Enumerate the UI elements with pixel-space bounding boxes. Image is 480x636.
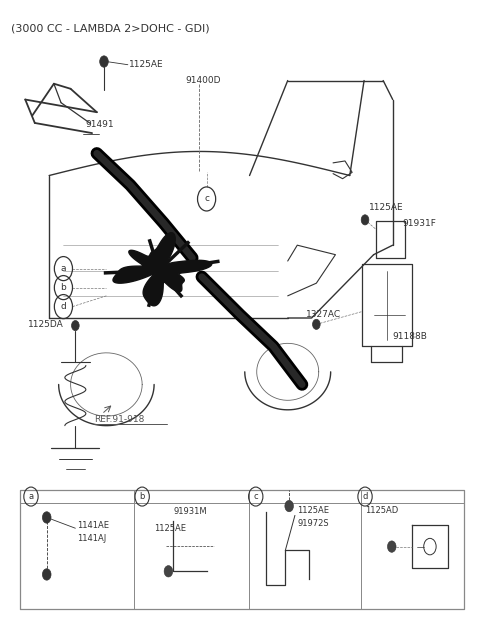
Text: 1125AD: 1125AD [365, 506, 398, 515]
Circle shape [100, 56, 108, 67]
Circle shape [72, 321, 79, 331]
Circle shape [361, 215, 369, 225]
Text: c: c [204, 195, 209, 204]
Text: a: a [28, 492, 34, 501]
Circle shape [285, 501, 293, 512]
Text: 1327AC: 1327AC [306, 310, 341, 319]
Text: 91188B: 91188B [393, 333, 428, 342]
Circle shape [42, 569, 51, 580]
Text: 1125AE: 1125AE [154, 523, 186, 533]
Text: 91491: 91491 [85, 120, 114, 129]
Text: 1125AE: 1125AE [297, 506, 329, 515]
Text: 1141AJ: 1141AJ [77, 534, 106, 543]
Text: 91931F: 91931F [402, 219, 436, 228]
Text: b: b [140, 492, 145, 501]
Text: 1125DA: 1125DA [28, 320, 63, 329]
Text: d: d [362, 492, 368, 501]
Text: 1125AE: 1125AE [129, 60, 164, 69]
Text: REF.91-918: REF.91-918 [95, 415, 145, 424]
Text: 91400D: 91400D [185, 76, 221, 85]
Text: 91972S: 91972S [297, 519, 329, 528]
Text: a: a [60, 264, 66, 273]
Text: 1141AE: 1141AE [77, 521, 109, 530]
Text: c: c [253, 492, 258, 501]
Circle shape [312, 319, 320, 329]
Text: b: b [60, 283, 66, 292]
Text: 91931M: 91931M [173, 507, 207, 516]
Text: (3000 CC - LAMBDA 2>DOHC - GDI): (3000 CC - LAMBDA 2>DOHC - GDI) [11, 24, 210, 34]
Text: 1125AE: 1125AE [369, 203, 404, 212]
Text: d: d [60, 302, 66, 311]
Circle shape [387, 541, 396, 552]
Circle shape [42, 512, 51, 523]
Circle shape [164, 565, 173, 577]
Polygon shape [113, 233, 212, 306]
